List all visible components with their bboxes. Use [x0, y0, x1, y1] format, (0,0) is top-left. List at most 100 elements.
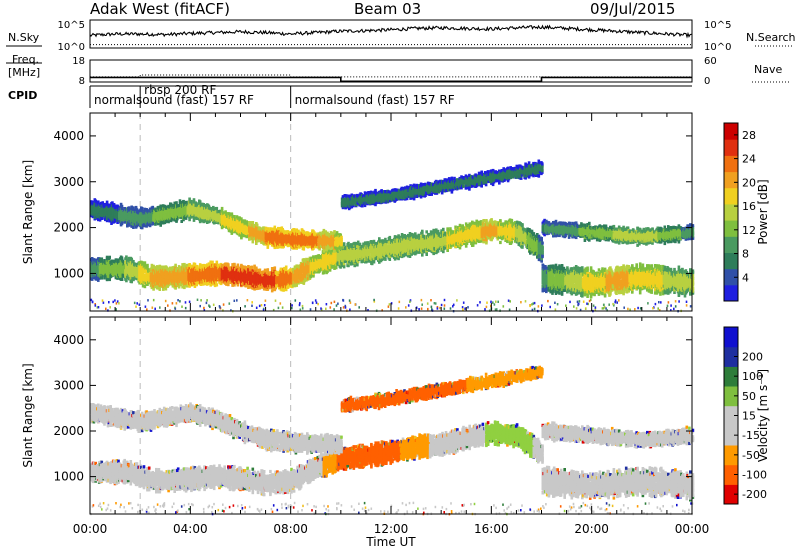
- echo-cell: [181, 263, 184, 267]
- echo-cell: [100, 259, 104, 263]
- noise-ytick-left-bottom: 10^0: [58, 42, 85, 53]
- echo-cell: [176, 279, 179, 284]
- echo-cell: [92, 258, 96, 262]
- echo-cell: [111, 269, 114, 273]
- echo-cell: [181, 285, 184, 289]
- cpid-segment-label: rbsp 200 RF: [144, 83, 216, 97]
- noise-ytick-left-top: 10^5: [58, 20, 85, 31]
- freq-label-line2: [MHz]: [8, 66, 40, 79]
- echo-cell: [179, 266, 183, 270]
- echo-cell: [204, 264, 207, 268]
- echo-cell: [499, 240, 502, 245]
- echo-cell: [171, 284, 175, 288]
- echo-cell: [215, 260, 219, 264]
- echo-cell: [155, 265, 159, 269]
- echo-cell: [471, 221, 475, 225]
- echo-cell: [209, 283, 212, 287]
- echo-cell: [120, 256, 124, 260]
- echo-cell: [171, 270, 175, 274]
- noise-ytick-right-bottom: 10^0: [704, 42, 731, 53]
- echo-cell: [174, 285, 177, 289]
- echo-cell: [116, 258, 119, 262]
- echo-cell: [206, 281, 210, 285]
- echo-cell: [90, 265, 94, 269]
- echo-cell: [384, 257, 387, 261]
- echo-cell: [97, 278, 100, 282]
- echo-cell: [198, 263, 202, 267]
- echo-cell: [103, 259, 106, 263]
- echo-cell: [202, 263, 205, 268]
- echo-cell: [193, 284, 197, 288]
- echo-cell: [190, 274, 193, 278]
- echo-cell: [125, 279, 128, 283]
- echo-cell: [203, 276, 206, 281]
- echo-cell: [177, 275, 181, 279]
- echo-cell: [132, 260, 135, 264]
- echo-cell: [133, 276, 137, 280]
- echo-cell: [108, 255, 111, 259]
- echo-cell: [227, 263, 230, 267]
- echo-cell: [388, 235, 392, 240]
- station-title: Adak West (fitACF): [90, 0, 230, 18]
- echo-cell: [122, 273, 126, 277]
- echo-cell: [284, 265, 288, 269]
- echo-cell: [195, 276, 198, 280]
- echo-cell: [176, 267, 180, 271]
- echo-cell: [177, 285, 181, 289]
- nave-label: Nave: [754, 63, 782, 76]
- echo-cell: [442, 227, 445, 231]
- echo-cell: [209, 262, 212, 266]
- echo-cell: [250, 265, 254, 269]
- echo-cell: [499, 219, 502, 223]
- echo-cell: [195, 282, 198, 286]
- echo-cell: [233, 262, 236, 266]
- echo-cell: [126, 258, 129, 262]
- echo-cell: [107, 262, 111, 266]
- echo-cell: [130, 257, 133, 261]
- cpid-segment-label: normalsound (fast) 157 RF: [94, 93, 254, 107]
- echo-cell: [146, 282, 149, 286]
- echo-cell: [132, 278, 135, 282]
- echo-cell: [164, 287, 168, 291]
- freq-series-line: [90, 76, 692, 83]
- echo-cell: [334, 265, 338, 269]
- echo-cell: [183, 262, 186, 267]
- echo-cell: [188, 263, 191, 267]
- echo-cell: [188, 265, 191, 270]
- echo-cell: [97, 276, 101, 280]
- echo-cell: [112, 266, 116, 270]
- freq-frame: [89, 59, 693, 83]
- echo-cell: [126, 264, 129, 269]
- noise-ytick-right-top: 10^5: [704, 20, 731, 31]
- echo-cell: [90, 277, 94, 281]
- echo-cell: [193, 262, 197, 266]
- echo-cell: [123, 267, 126, 271]
- echo-cell: [150, 285, 154, 290]
- beam-title: Beam 03: [354, 0, 421, 18]
- echo-cell: [100, 275, 104, 279]
- echo-cell: [123, 265, 126, 269]
- nave-ytick-bottom: 0: [704, 76, 710, 87]
- echo-cell: [421, 229, 424, 233]
- echo-cell: [95, 270, 98, 275]
- cpid-label: CPID: [8, 89, 37, 102]
- echo-cell: [158, 264, 162, 268]
- date-title: 09/Jul/2015: [590, 0, 675, 18]
- echo-cell: [236, 263, 240, 267]
- echo-cell: [185, 270, 189, 275]
- echo-cell: [188, 271, 191, 275]
- echo-cell: [482, 219, 485, 223]
- echo-cell: [127, 256, 131, 260]
- nsearch-label: N.Search: [746, 31, 796, 44]
- echo-cell: [204, 282, 207, 286]
- echo-cell: [126, 274, 130, 279]
- freq-ytick-top: 18: [72, 56, 85, 67]
- echo-cell: [116, 276, 119, 280]
- echo-cell: [141, 284, 145, 288]
- echo-cell: [152, 283, 155, 287]
- echo-cell: [202, 282, 205, 286]
- echo-cell: [158, 287, 162, 291]
- echo-cell: [266, 268, 270, 272]
